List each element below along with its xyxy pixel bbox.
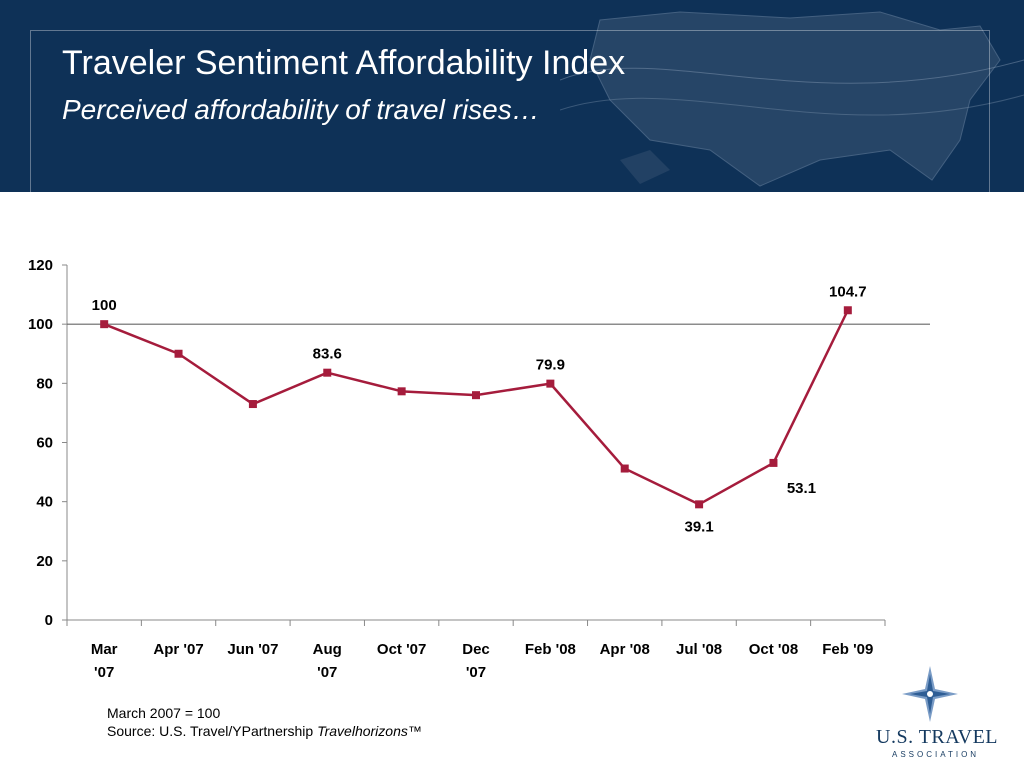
data-point-marker	[323, 368, 332, 377]
data-label: 53.1	[787, 480, 816, 497]
data-point-marker	[695, 500, 704, 509]
chart-notes: March 2007 = 100 Source: U.S. Travel/YPa…	[107, 704, 422, 740]
compass-star-icon	[902, 666, 958, 722]
x-tick-label: Aug '07	[313, 641, 342, 681]
series-line	[103, 309, 849, 506]
source-prefix: Source: U.S. Travel/YPartnership	[107, 723, 318, 739]
x-tick-label: Apr '08	[600, 641, 650, 658]
source-note: Source: U.S. Travel/YPartnership Travelh…	[107, 722, 422, 740]
data-label: 83.6	[313, 346, 342, 363]
x-tick-label: Oct '08	[749, 641, 798, 658]
data-point-marker	[100, 320, 109, 329]
line-chart: 0 20 40 60 80 100 120 Mar '07 Apr '07 Jun '07 Aug '0…	[28, 257, 930, 681]
y-tick-label: 100	[28, 316, 53, 333]
y-tick-label: 80	[36, 375, 53, 392]
data-point-marker	[248, 400, 257, 409]
data-label: 39.1	[684, 518, 713, 535]
data-point-marker	[843, 306, 852, 315]
logo-name: U.S. TRAVEL	[876, 726, 999, 748]
data-point-marker	[472, 391, 480, 400]
data-label: 100	[92, 297, 117, 314]
data-point-marker	[397, 387, 406, 396]
x-tick-label: Jul '08	[676, 641, 722, 658]
header-banner: Traveler Sentiment Affordability Index P…	[0, 0, 1024, 192]
data-point-marker	[620, 464, 629, 473]
us-travel-logo: U.S. TRAVEL ASSOCIATION	[870, 664, 1000, 764]
logo-association: ASSOCIATION	[892, 750, 980, 759]
x-tick-label: Jun '07	[227, 641, 278, 658]
x-tick-label: Feb '09	[822, 641, 873, 658]
y-tick-label: 60	[36, 435, 53, 452]
y-tick-label: 20	[36, 553, 53, 570]
x-tick-label: Mar '07	[91, 641, 118, 681]
x-tick-label: Apr '07	[153, 641, 203, 658]
x-tick-label: Dec '07	[462, 641, 490, 681]
data-point-marker	[546, 379, 555, 388]
page-title: Traveler Sentiment Affordability Index	[62, 44, 626, 82]
page-subtitle: Perceived affordability of travel rises…	[62, 94, 540, 125]
y-tick-label: 40	[36, 494, 53, 511]
source-title: Travelhorizons™	[317, 723, 422, 739]
base-note: March 2007 = 100	[107, 705, 221, 721]
x-tick-label: Feb '08	[525, 641, 576, 658]
data-point-marker	[174, 349, 183, 358]
y-tick-label: 0	[45, 612, 53, 629]
data-label: 79.9	[536, 357, 565, 374]
x-tick-label: Oct '07	[377, 641, 426, 658]
data-label: 104.7	[829, 283, 867, 300]
y-tick-label: 120	[28, 257, 53, 274]
header-frame	[30, 30, 990, 192]
us-map-graphic	[560, 11, 1024, 187]
data-point-marker	[769, 458, 778, 467]
